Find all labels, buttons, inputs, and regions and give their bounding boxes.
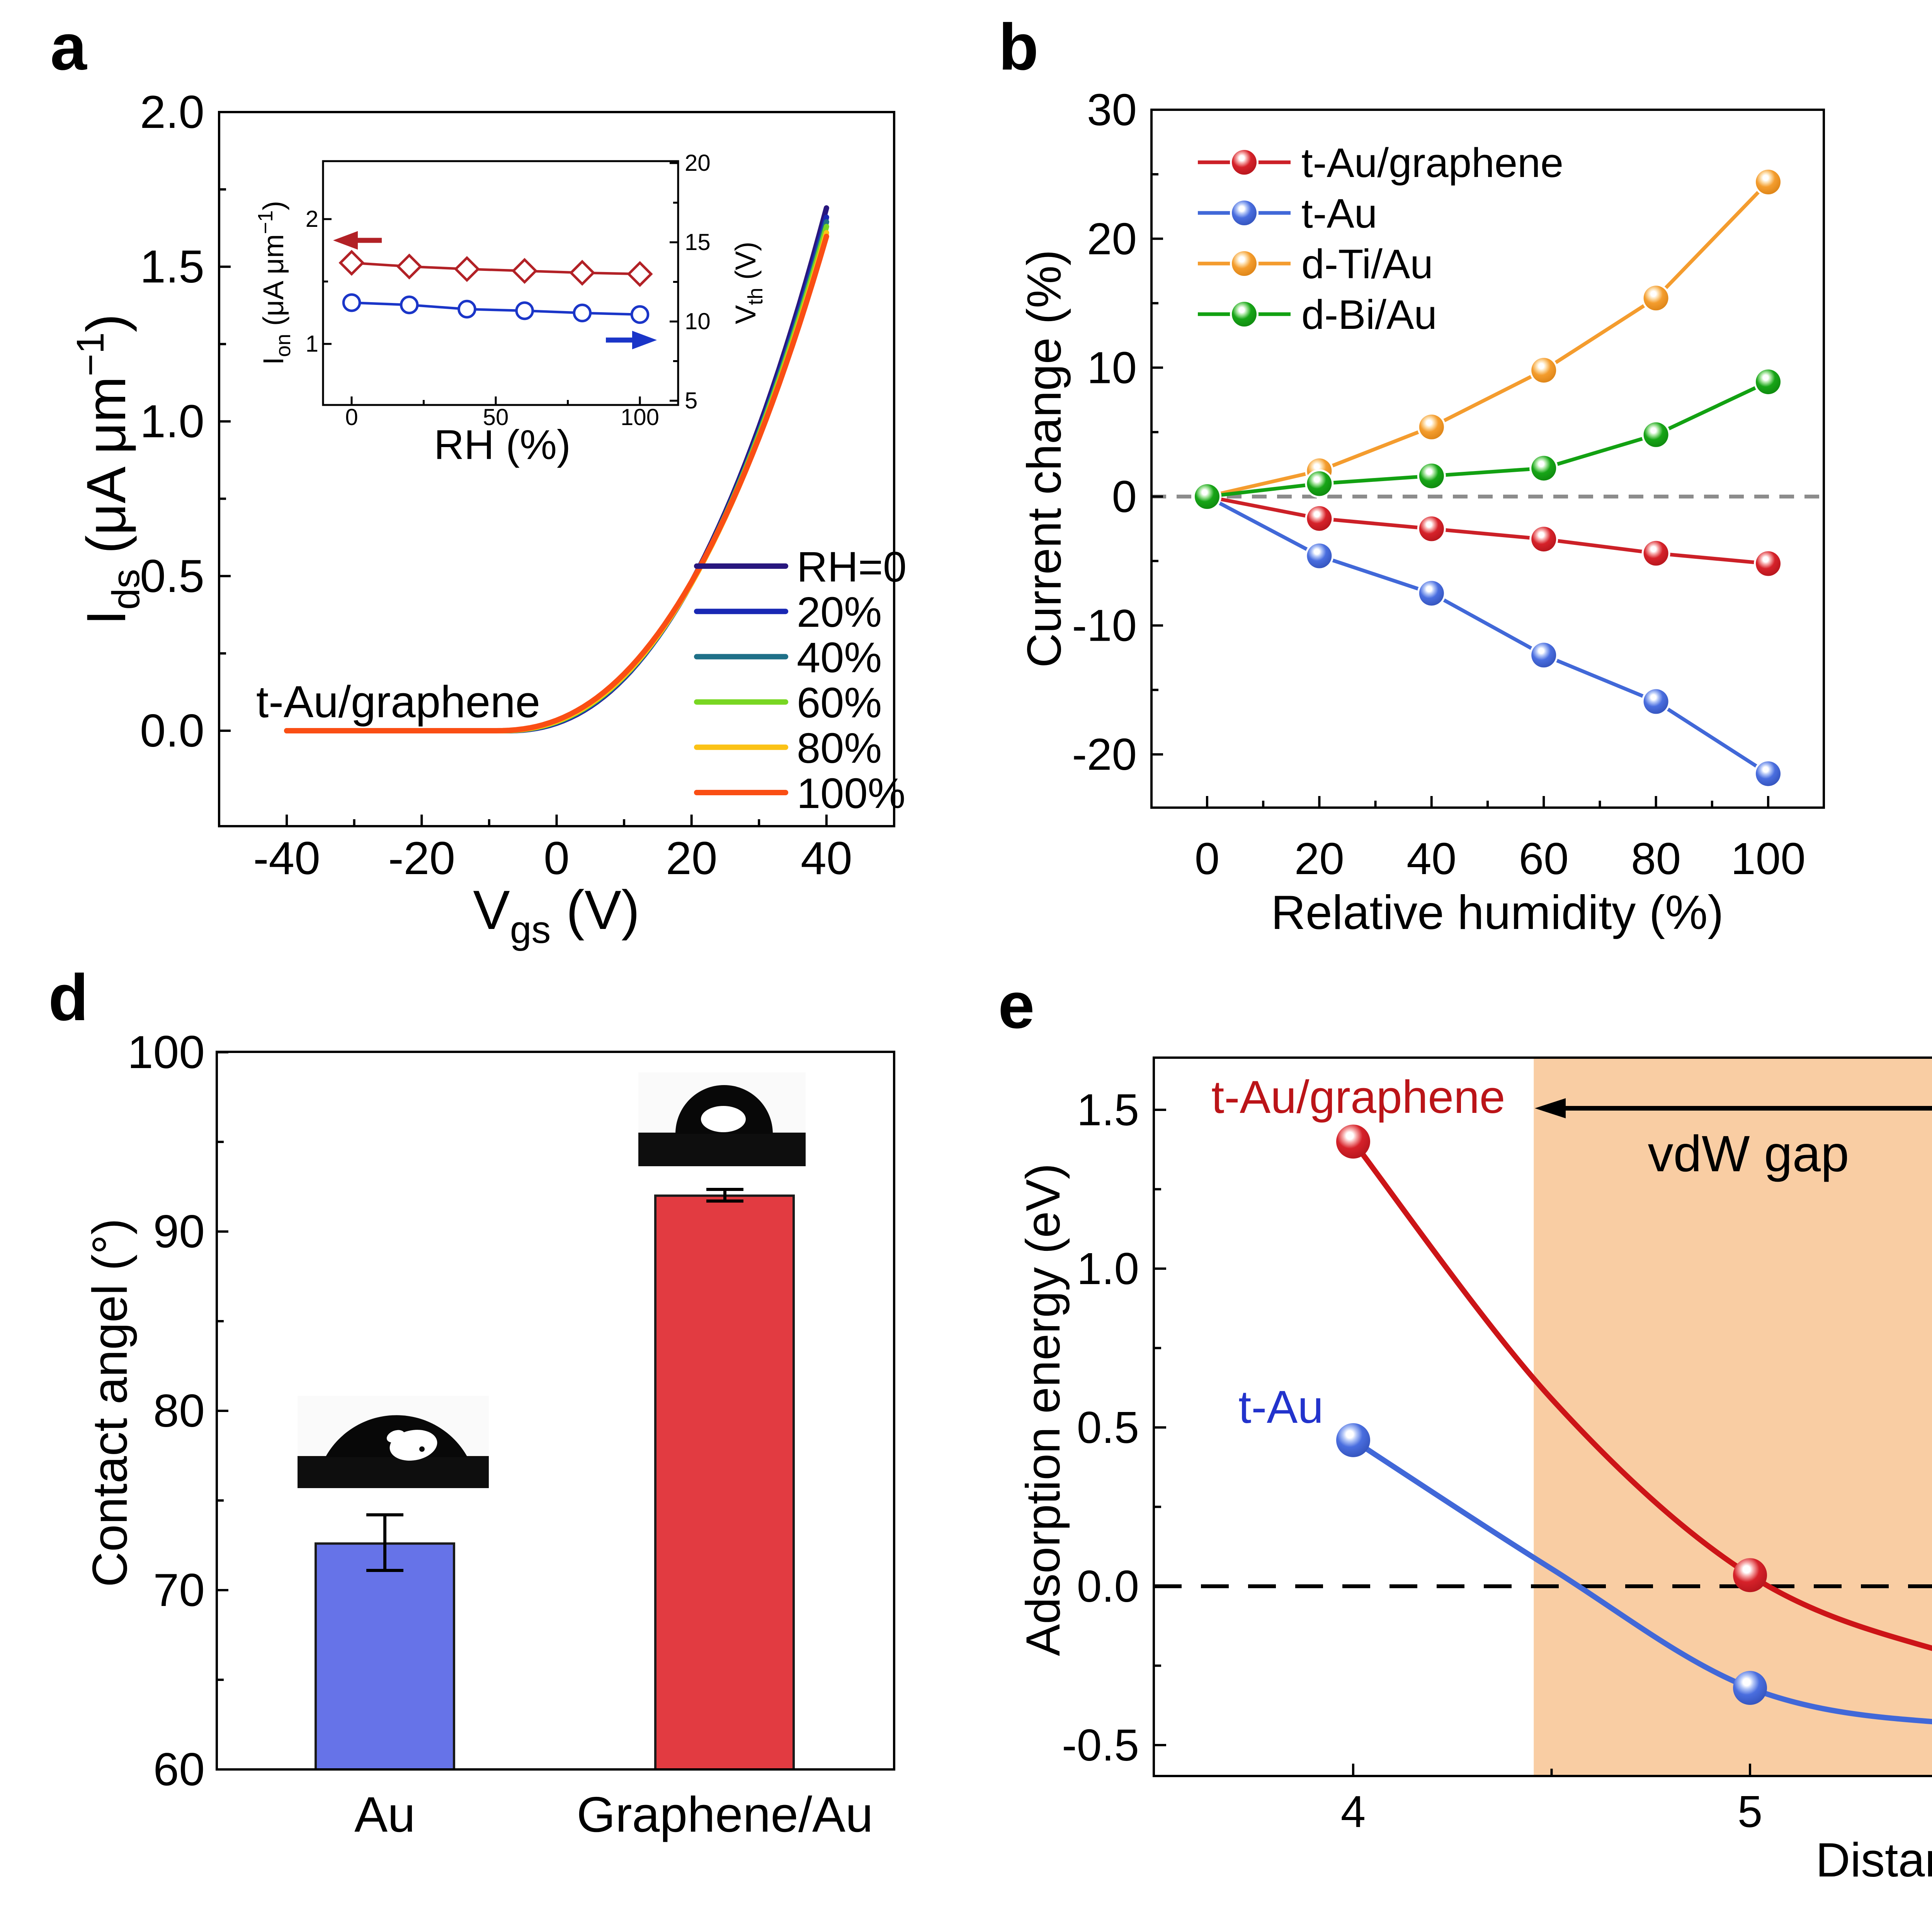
- svg-text:d: d: [48, 961, 88, 1034]
- svg-text:Vgs (V): Vgs (V): [473, 879, 639, 951]
- svg-text:1.0: 1.0: [140, 396, 204, 447]
- svg-text:4: 4: [1341, 1786, 1366, 1837]
- svg-text:vdW gap: vdW gap: [1648, 1125, 1849, 1182]
- svg-text:-0.5: -0.5: [1062, 1720, 1139, 1770]
- svg-text:60: 60: [153, 1744, 205, 1795]
- svg-text:Current change (%): Current change (%): [1018, 250, 1071, 668]
- svg-text:0.0: 0.0: [140, 705, 204, 757]
- svg-text:10: 10: [1087, 342, 1137, 393]
- svg-text:Au: Au: [354, 1787, 415, 1842]
- svg-text:70: 70: [153, 1564, 205, 1616]
- svg-text:Relative humidity (%): Relative humidity (%): [1271, 886, 1723, 939]
- svg-text:t-Au: t-Au: [1301, 190, 1377, 236]
- svg-text:80%: 80%: [797, 725, 882, 772]
- svg-text:-10: -10: [1072, 601, 1137, 651]
- svg-text:d-Bi/Au: d-Bi/Au: [1301, 291, 1437, 338]
- svg-text:100%: 100%: [797, 770, 905, 817]
- svg-text:80: 80: [1631, 834, 1681, 884]
- svg-text:1.5: 1.5: [1077, 1085, 1139, 1135]
- svg-text:1: 1: [306, 331, 318, 357]
- svg-text:2.0: 2.0: [140, 86, 204, 138]
- svg-text:50: 50: [483, 404, 509, 430]
- svg-text:1.0: 1.0: [1077, 1244, 1139, 1294]
- svg-text:40%: 40%: [797, 634, 882, 681]
- svg-text:0: 0: [544, 832, 570, 884]
- svg-text:5: 5: [685, 388, 697, 413]
- svg-text:2: 2: [306, 206, 318, 232]
- svg-text:10: 10: [685, 308, 711, 334]
- svg-text:-20: -20: [388, 832, 455, 884]
- svg-text:Distance (Å): Distance (Å): [1816, 1834, 1932, 1887]
- svg-text:20: 20: [1087, 214, 1137, 264]
- svg-text:20: 20: [1294, 834, 1344, 884]
- svg-text:0: 0: [345, 404, 358, 430]
- svg-text:0: 0: [1195, 834, 1220, 884]
- svg-text:d-Ti/Au: d-Ti/Au: [1301, 241, 1433, 287]
- svg-text:t-Au/graphene: t-Au/graphene: [1211, 1071, 1505, 1123]
- svg-text:e: e: [998, 969, 1035, 1042]
- svg-text:15: 15: [685, 229, 711, 255]
- svg-text:90: 90: [153, 1206, 205, 1257]
- svg-text:20: 20: [666, 832, 717, 884]
- svg-text:80: 80: [153, 1385, 205, 1437]
- svg-text:-20: -20: [1072, 729, 1137, 779]
- svg-text:Ids (μA μm−1): Ids (μA μm−1): [69, 314, 148, 625]
- svg-text:30: 30: [1087, 85, 1137, 135]
- svg-text:-40: -40: [253, 832, 320, 884]
- svg-text:Vth (V): Vth (V): [730, 242, 767, 324]
- svg-text:RH=0: RH=0: [797, 543, 906, 591]
- svg-text:b: b: [998, 10, 1039, 84]
- svg-text:0.0: 0.0: [1077, 1561, 1139, 1611]
- svg-text:60: 60: [1519, 834, 1569, 884]
- svg-text:Contact angel (°): Contact angel (°): [82, 1218, 137, 1587]
- svg-text:0: 0: [1112, 471, 1137, 522]
- svg-text:0.5: 0.5: [140, 550, 204, 602]
- svg-text:0.5: 0.5: [1077, 1402, 1139, 1453]
- svg-text:a: a: [50, 10, 87, 84]
- svg-text:100: 100: [128, 1026, 205, 1078]
- svg-text:RH (%): RH (%): [434, 421, 571, 468]
- svg-text:Ion (μA μm−1): Ion (μA μm−1): [254, 201, 295, 365]
- svg-text:40: 40: [801, 832, 852, 884]
- svg-text:t-Au/graphene: t-Au/graphene: [1301, 139, 1563, 186]
- svg-text:20: 20: [685, 150, 711, 176]
- svg-text:1.5: 1.5: [140, 241, 204, 293]
- svg-text:100: 100: [621, 404, 659, 430]
- svg-text:20%: 20%: [797, 589, 882, 636]
- svg-text:Graphene/Au: Graphene/Au: [577, 1787, 873, 1842]
- svg-text:t-Au/graphene: t-Au/graphene: [256, 677, 540, 727]
- svg-text:60%: 60%: [797, 679, 882, 727]
- svg-text:40: 40: [1406, 834, 1456, 884]
- svg-text:t-Au: t-Au: [1238, 1381, 1323, 1433]
- svg-text:5: 5: [1738, 1786, 1763, 1837]
- svg-text:100: 100: [1731, 834, 1806, 884]
- svg-text:Adsorption energy (eV): Adsorption energy (eV): [1017, 1163, 1070, 1656]
